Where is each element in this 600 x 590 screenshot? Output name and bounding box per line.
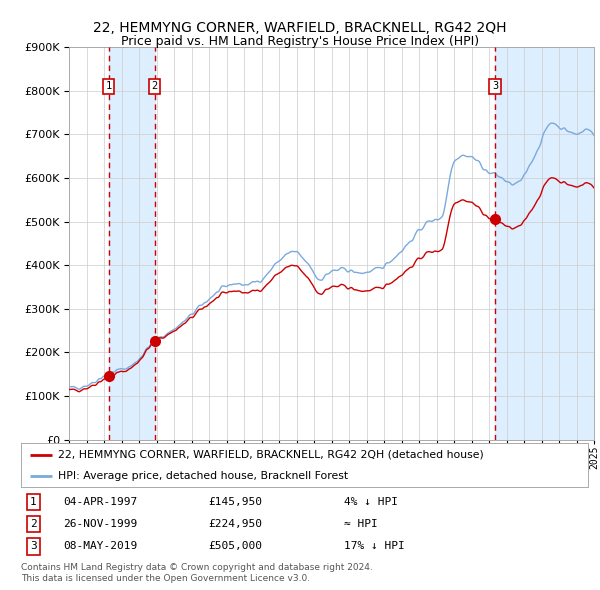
Text: 04-APR-1997: 04-APR-1997: [64, 497, 138, 507]
Text: This data is licensed under the Open Government Licence v3.0.: This data is licensed under the Open Gov…: [21, 573, 310, 583]
Text: 1: 1: [30, 497, 37, 507]
Text: Contains HM Land Registry data © Crown copyright and database right 2024.: Contains HM Land Registry data © Crown c…: [21, 563, 373, 572]
Text: £145,950: £145,950: [208, 497, 262, 507]
Text: ≈ HPI: ≈ HPI: [344, 519, 378, 529]
Bar: [109, 47, 155, 440]
Text: 08-MAY-2019: 08-MAY-2019: [64, 542, 138, 552]
Text: 2: 2: [30, 519, 37, 529]
Text: Price paid vs. HM Land Registry's House Price Index (HPI): Price paid vs. HM Land Registry's House …: [121, 35, 479, 48]
Text: 22, HEMMYNG CORNER, WARFIELD, BRACKNELL, RG42 2QH: 22, HEMMYNG CORNER, WARFIELD, BRACKNELL,…: [93, 21, 507, 35]
Text: 1: 1: [106, 81, 112, 91]
Text: 26-NOV-1999: 26-NOV-1999: [64, 519, 138, 529]
Text: £224,950: £224,950: [208, 519, 262, 529]
Text: 3: 3: [30, 542, 37, 552]
Text: 22, HEMMYNG CORNER, WARFIELD, BRACKNELL, RG42 2QH (detached house): 22, HEMMYNG CORNER, WARFIELD, BRACKNELL,…: [58, 450, 484, 460]
Text: £505,000: £505,000: [208, 542, 262, 552]
Text: 2: 2: [152, 81, 158, 91]
Text: 4% ↓ HPI: 4% ↓ HPI: [344, 497, 398, 507]
Bar: [495, 47, 594, 440]
Text: 3: 3: [492, 81, 498, 91]
Text: 17% ↓ HPI: 17% ↓ HPI: [344, 542, 405, 552]
Text: HPI: Average price, detached house, Bracknell Forest: HPI: Average price, detached house, Brac…: [58, 471, 348, 481]
